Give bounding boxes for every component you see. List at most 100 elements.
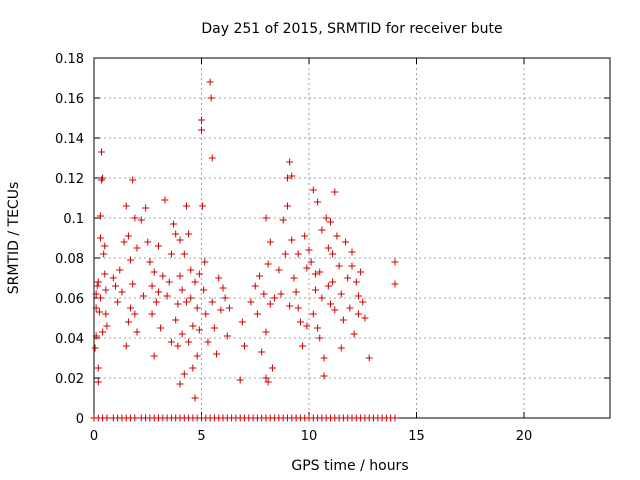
data-point [178,286,186,294]
data-point [92,304,100,312]
data-point [201,258,209,266]
data-point [294,304,302,312]
data-point [296,318,304,326]
data-point [314,198,322,206]
data-point [206,78,214,86]
data-point [193,304,201,312]
data-point [131,214,139,222]
data-point [309,310,317,318]
data-point [167,250,175,258]
data-point [217,306,225,314]
data-point [361,314,369,322]
data-point [337,290,345,298]
data-point [178,330,186,338]
data-point [311,270,319,278]
y-tick-label: 0.1 [63,212,84,227]
data-point [155,242,162,250]
data-point [357,268,365,276]
grid-layer [94,58,610,418]
data-point [352,278,360,286]
data-point [144,238,152,246]
data-point [264,260,272,268]
y-tick-label: 0.02 [55,372,84,387]
data-point [365,354,373,362]
data-point [167,338,175,346]
data-point [103,322,111,330]
data-point [268,364,276,372]
data-point [99,174,107,182]
data-point [187,266,195,274]
data-point [152,298,160,306]
data-point [101,242,109,250]
data-point [122,202,130,210]
data-point [253,310,261,318]
data-point [262,374,270,382]
data-point [148,310,156,318]
data-point [359,298,367,306]
data-point [94,364,102,372]
data-point [159,272,167,280]
data-point [102,310,110,318]
data-point [137,216,145,224]
data-point [247,298,255,306]
data-point [316,334,324,342]
data-point [223,332,231,340]
data-point [170,220,178,228]
data-point [284,202,291,210]
data-point [102,286,110,294]
data-point [180,370,188,378]
y-tick-label: 0 [76,412,84,427]
data-point [327,218,334,226]
data-point [101,270,109,278]
data-point [91,344,99,352]
data-point [92,290,100,298]
data-point [213,350,221,358]
data-point [342,238,350,246]
data-point [324,244,332,252]
y-tick-label: 0.04 [55,332,84,347]
data-point [324,282,332,290]
data-point [155,288,162,296]
data-point [299,342,307,350]
data-point [320,354,328,362]
data-point [286,302,294,310]
data-point [96,234,104,242]
chart-title: Day 251 of 2015, SRMTID for receiver but… [201,21,502,37]
data-point [174,300,182,308]
data-point [199,202,207,210]
data-point [256,272,264,280]
data-point [146,258,154,266]
data-point [221,294,229,302]
y-tick-label: 0.16 [55,92,84,107]
data-point [281,250,289,258]
data-point [354,292,362,300]
data-point [210,324,218,332]
data-point [127,304,135,312]
data-point [189,322,197,330]
data-point [198,116,205,124]
data-point [316,268,324,276]
data-point [172,316,180,324]
data-point [337,344,345,352]
data-point [260,290,268,298]
data-point [251,282,259,290]
data-point [277,290,285,298]
data-point [93,282,101,290]
data-point [198,126,205,134]
data-point [191,278,199,286]
data-point [318,226,326,234]
data-point [180,250,188,258]
x-tick-label: 20 [516,429,533,444]
data-point [348,262,356,270]
data-point [344,274,352,282]
data-point [318,294,326,302]
data-point [314,324,322,332]
data-point [174,342,182,350]
data-point [204,338,212,346]
y-tick-label: 0.08 [55,252,84,267]
data-point [116,266,124,274]
data-point [94,278,102,286]
data-point [187,294,195,302]
data-point [133,244,141,252]
data-point [303,264,311,272]
